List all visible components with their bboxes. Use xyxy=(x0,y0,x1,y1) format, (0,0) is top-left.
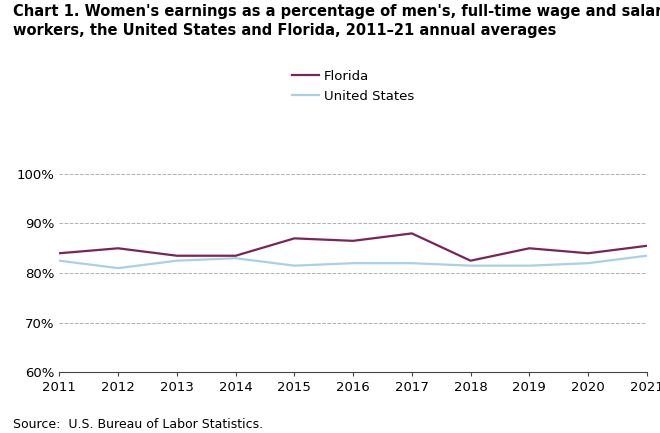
Text: Source:  U.S. Bureau of Labor Statistics.: Source: U.S. Bureau of Labor Statistics. xyxy=(13,418,263,431)
Legend: Florida, United States: Florida, United States xyxy=(292,70,414,103)
Text: Chart 1. Women's earnings as a percentage of men's, full-time wage and salary
wo: Chart 1. Women's earnings as a percentag… xyxy=(13,4,660,38)
